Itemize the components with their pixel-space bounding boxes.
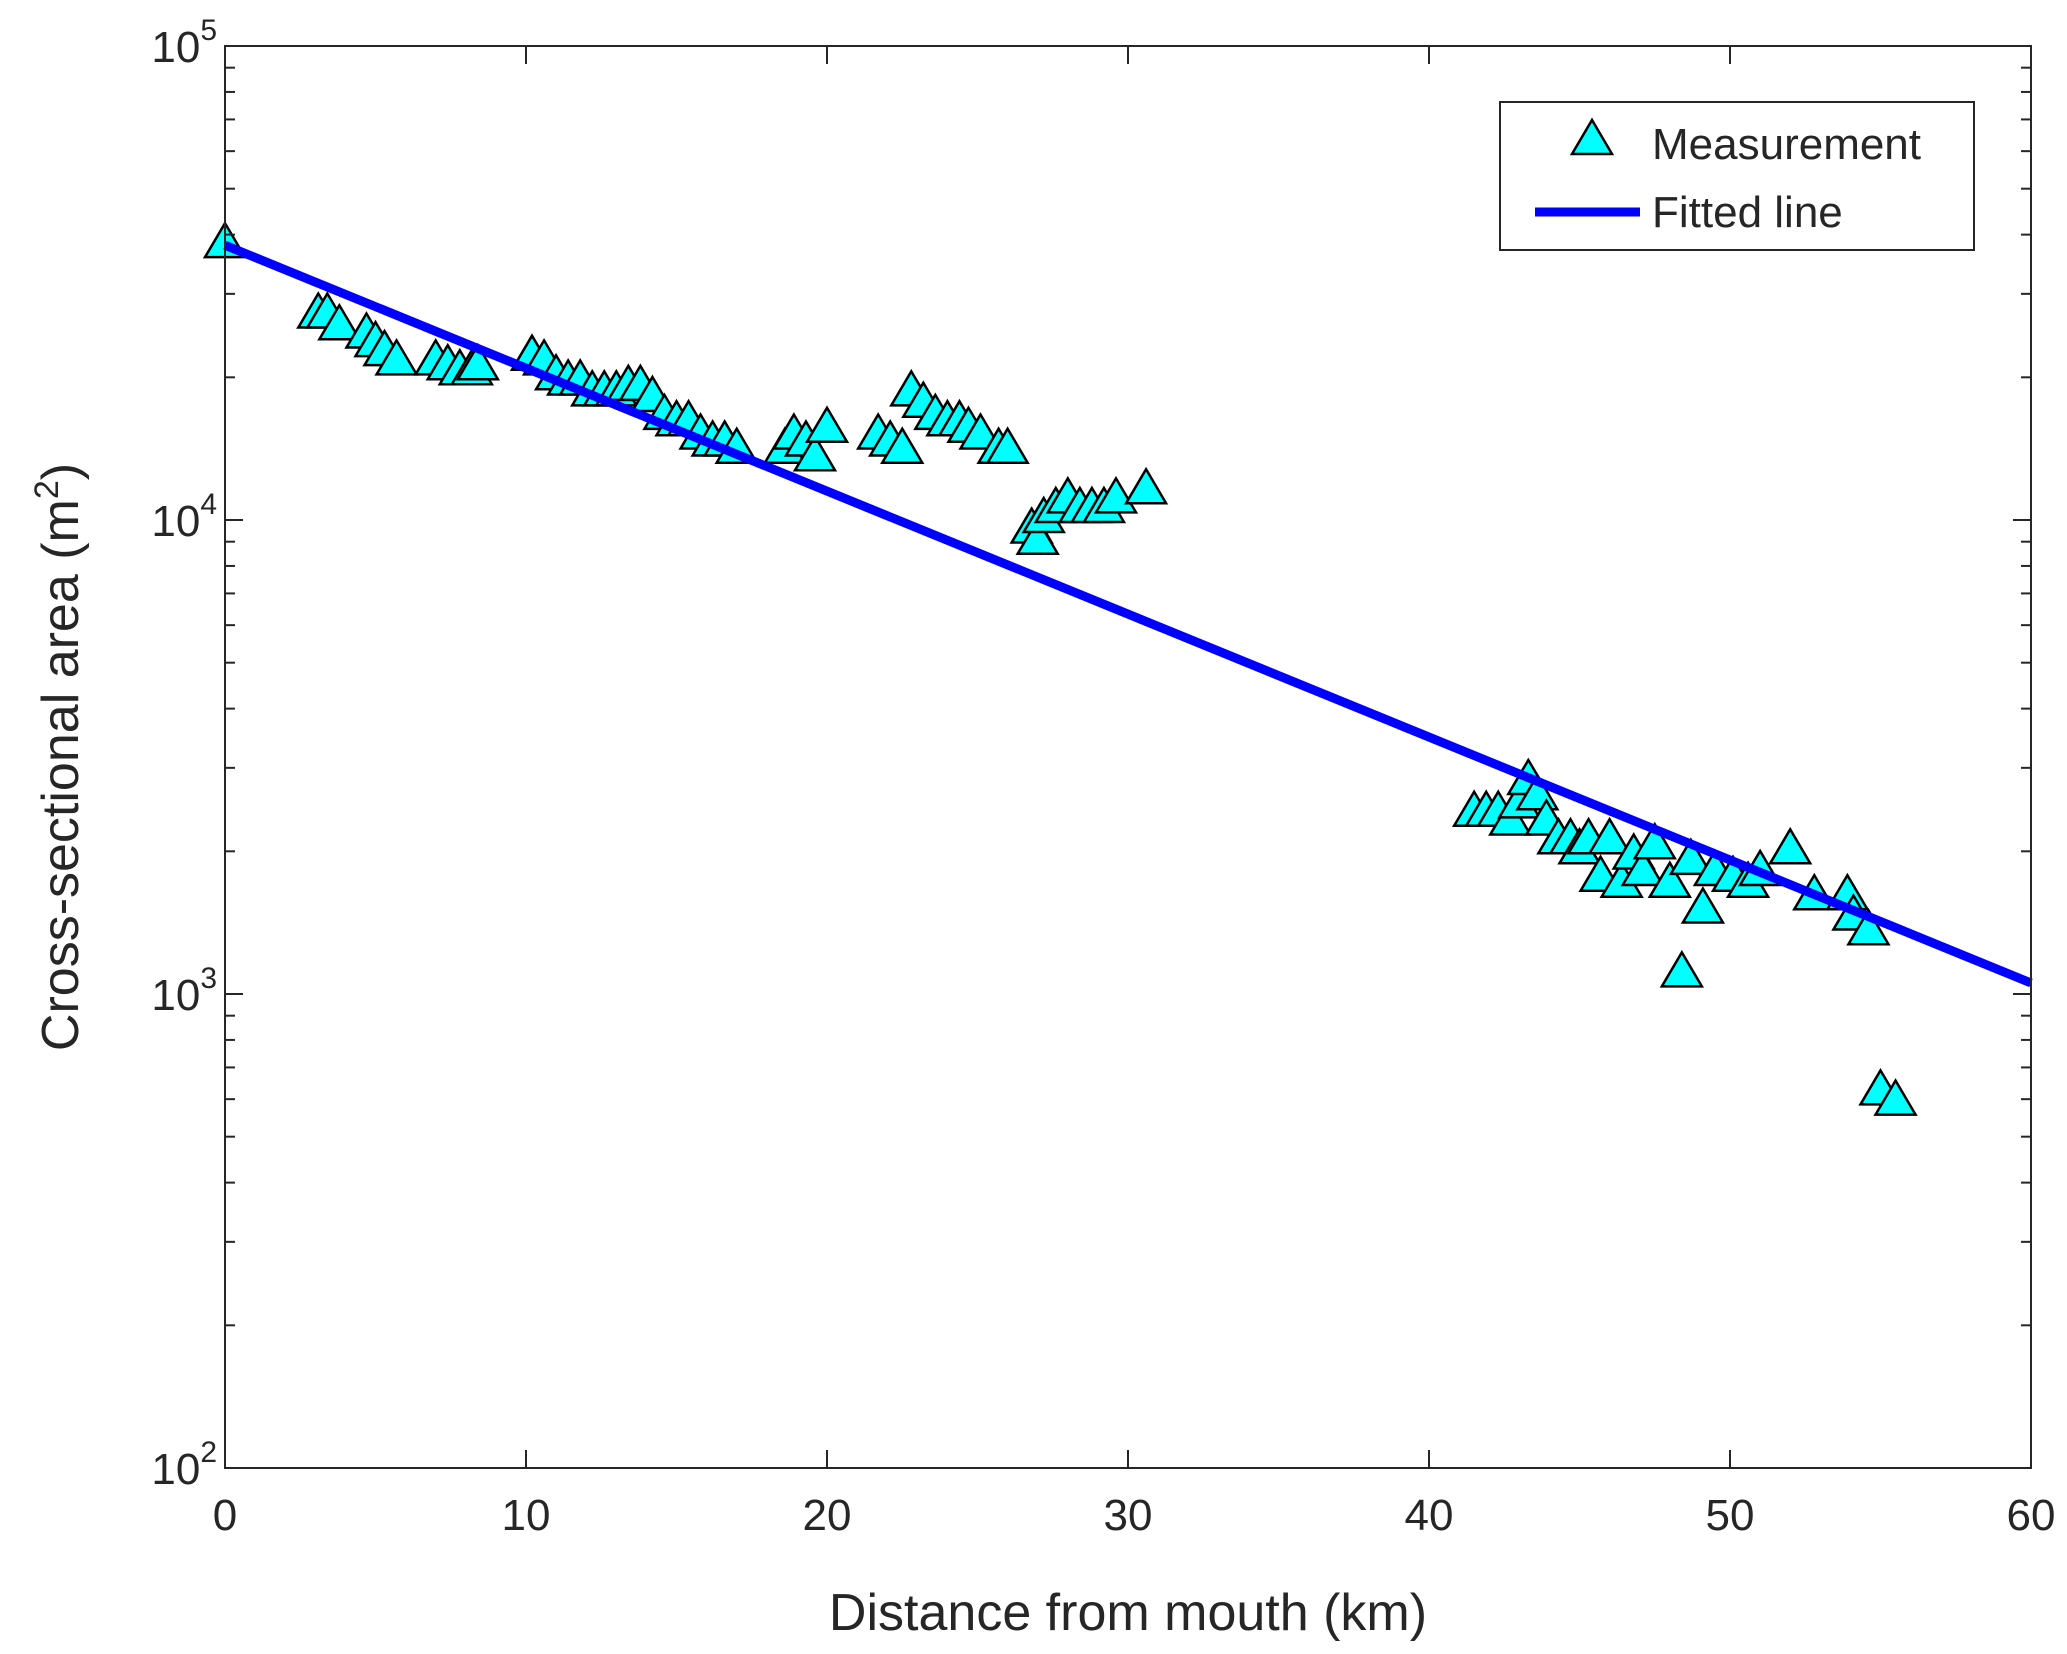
measurement-point [792,433,838,472]
legend: Measurement Fitted line [1499,101,1975,251]
measurement-point [1846,907,1891,946]
plot-area [225,46,2031,1468]
x-tick-label: 30 [1104,1491,1153,1540]
axes-layer: 0 10 20 30 40 50 60 102 103 104 105 [151,14,2055,1540]
measurement-point [1659,949,1705,988]
measurement-point [1620,848,1665,887]
y-tick-label: 103 [151,962,217,1020]
measurement-point [1873,1078,1918,1116]
measurement-point [1768,826,1813,865]
measurement-point [1668,837,1714,876]
measurement-point [1647,860,1692,899]
measurement-point [1123,466,1169,505]
legend-label-fitted-line: Fitted line [1652,188,1843,237]
series-layer [202,220,2033,1116]
measurement-point [455,342,501,381]
x-tick-label: 50 [1706,1491,1755,1540]
measurement-point [880,426,925,464]
y-tick-label: 104 [151,488,217,546]
x-tick-label: 0 [213,1491,237,1540]
y-tick-label: 105 [151,14,217,72]
measurement-point [985,426,1030,464]
x-tick-label: 10 [502,1491,551,1540]
measurement-point [1587,816,1632,855]
x-tick-label: 40 [1405,1491,1454,1540]
x-tick-label: 60 [2007,1491,2056,1540]
legend-label-measurement: Measurement [1652,120,1921,169]
y-axis-label: Cross-sectional area (m2) [28,463,90,1051]
x-tick-label: 20 [803,1491,852,1540]
measurement-point [317,302,362,341]
legend-marker-measurement [1569,117,1615,156]
measurement-point [1680,886,1726,924]
measurement-point [1632,821,1677,860]
y-tick-label: 102 [151,1436,217,1494]
x-axis-label: Distance from mouth (km) [829,1584,1427,1642]
measurement-point [1015,517,1060,555]
measurement-point [804,405,850,444]
measurement-point [374,337,419,376]
legend-box [1499,101,1975,251]
fitted-line [223,241,2033,988]
